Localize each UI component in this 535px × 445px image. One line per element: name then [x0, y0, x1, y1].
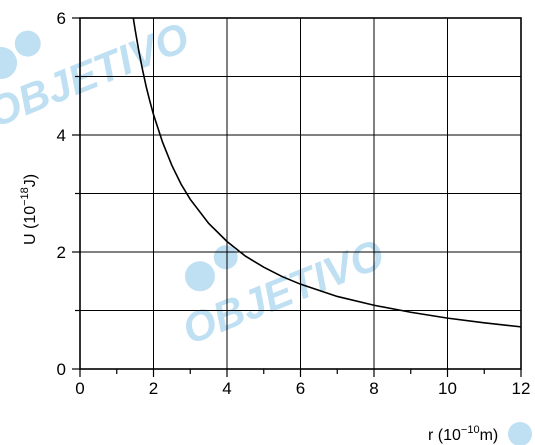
x-tick-label: 12 — [512, 379, 531, 398]
watermark-logo-icon — [14, 30, 41, 57]
x-tick-label: 8 — [369, 379, 378, 398]
y-axis-label: U (10−18J) — [19, 174, 39, 245]
y-tick-label: 0 — [57, 360, 66, 379]
watermark-bottom-right — [508, 422, 532, 445]
axis-ticks — [72, 17, 522, 377]
x-tick-label: 0 — [75, 379, 84, 398]
y-tick-label: 2 — [57, 243, 66, 262]
watermark-top-left: OBJETIVO — [0, 13, 195, 136]
watermark-logo-icon — [184, 261, 215, 292]
watermark-text: OBJETIVO — [176, 230, 391, 353]
series-group — [132, 17, 522, 328]
x-axis-label: r (10−10m) — [428, 424, 498, 444]
watermark-logo-icon — [213, 245, 238, 270]
x-tick-label: 6 — [296, 379, 305, 398]
x-tick-label: 2 — [149, 379, 158, 398]
x-tick-label: 10 — [438, 379, 457, 398]
x-tick-labels: 0 2 4 6 8 10 12 — [75, 379, 530, 398]
y-tick-labels: 0 2 4 6 — [57, 9, 66, 379]
series-line — [132, 17, 522, 328]
watermark-logo-icon — [0, 46, 18, 79]
grid — [80, 18, 521, 369]
y-tick-label: 6 — [57, 9, 66, 28]
plot-frame — [79, 17, 522, 370]
x-tick-label: 4 — [222, 379, 231, 398]
y-tick-label: 4 — [57, 126, 66, 145]
watermark-logo-icon — [508, 422, 532, 445]
